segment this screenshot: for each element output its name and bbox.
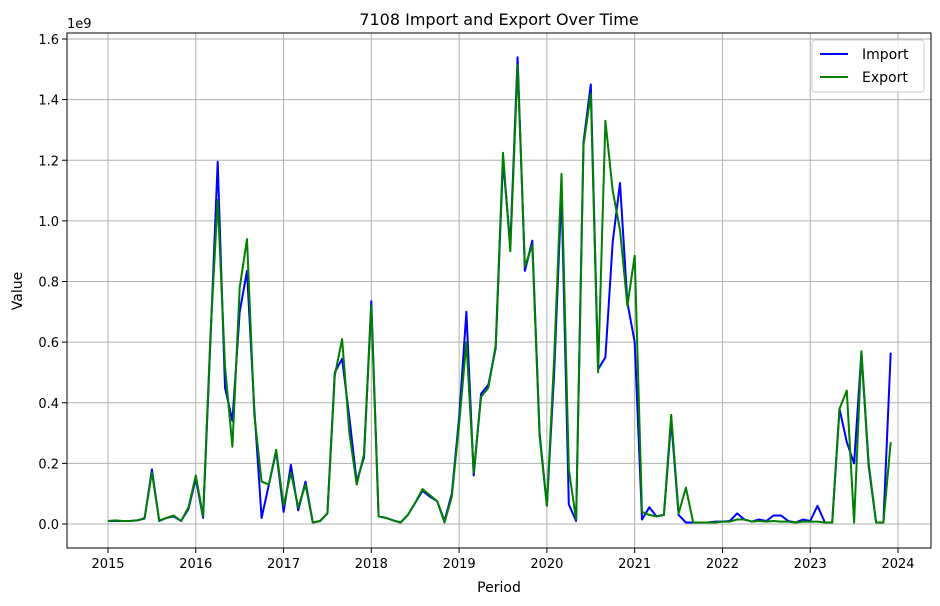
y-tick-label: 1.4 (38, 94, 59, 109)
chart-title: 7108 Import and Export Over Time (359, 10, 638, 29)
plot-frame (66, 32, 932, 549)
y-tick-label: 0.2 (38, 457, 59, 472)
x-tick-label: 2024 (881, 557, 914, 572)
y-tick-label: 1.2 (38, 154, 59, 169)
x-tick-label: 2015 (91, 557, 124, 572)
y-axis-label: Value (10, 272, 26, 310)
x-tick-label: 2021 (618, 557, 651, 572)
y-tick-label: 0.4 (38, 397, 59, 412)
y-tick-label: 0.0 (38, 518, 59, 533)
y-axis: 0.0 0.2 0.4 0.6 0.8 1.0 1.2 1.4 1.6 (38, 33, 67, 533)
y-tick-label: 1.0 (38, 215, 59, 230)
y-offset-text: 1e9 (67, 17, 92, 32)
y-tick-label: 0.6 (38, 336, 59, 351)
x-tick-label: 2022 (706, 557, 739, 572)
legend: Import Export (811, 39, 925, 93)
y-tick-label: 1.6 (38, 33, 59, 48)
x-tick-label: 2023 (794, 557, 827, 572)
series-layer (107, 56, 892, 524)
x-tick-label: 2017 (267, 557, 300, 572)
legend-label-export: Export (862, 70, 908, 86)
x-tick-label: 2019 (443, 557, 476, 572)
x-tick-label: 2018 (355, 557, 388, 572)
legend-label-import: Import (862, 47, 909, 63)
y-tick-label: 0.8 (38, 276, 59, 291)
grid (67, 33, 931, 548)
x-axis: 2015 2016 2017 2018 2019 2020 2021 2022 2023 2024 (91, 548, 915, 572)
x-tick-label: 2020 (530, 557, 563, 572)
x-tick-label: 2016 (179, 557, 212, 572)
series-line-export (107, 63, 892, 524)
x-axis-label: Period (477, 580, 521, 596)
